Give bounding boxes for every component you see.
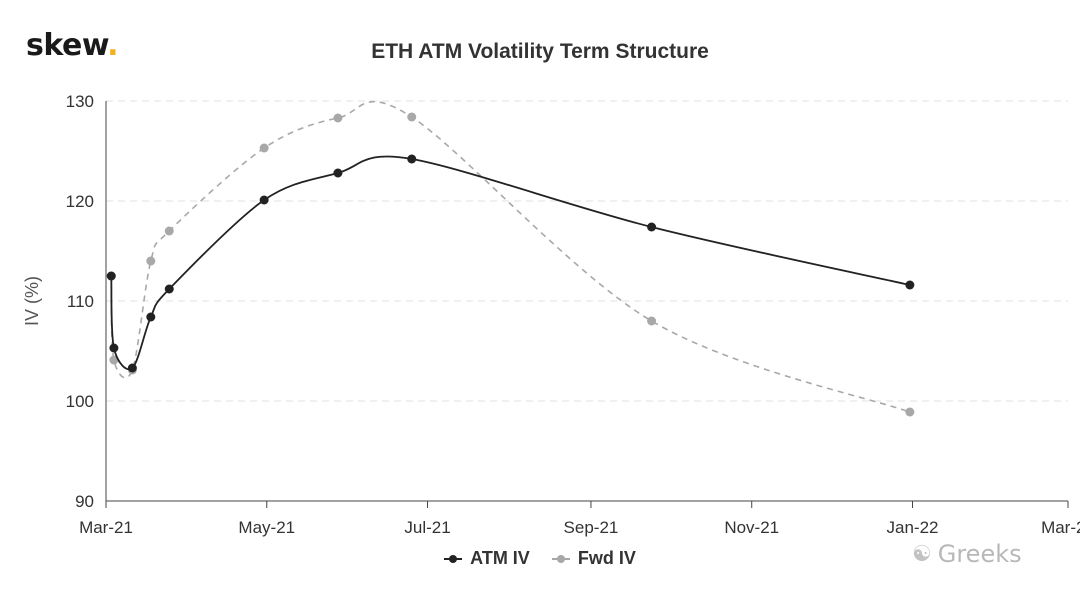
wechat-icon: ☯: [912, 541, 932, 567]
chart-legend: ATM IV Fwd IV: [0, 548, 1080, 569]
legend-swatch-atm-iv: [444, 554, 463, 564]
legend-label-atm-iv: ATM IV: [470, 548, 530, 568]
x-tick-label: Mar-22: [1041, 518, 1080, 537]
data-point-atm-iv: [333, 168, 343, 178]
logo-text: skew: [26, 28, 108, 63]
data-point-fwd-iv: [905, 407, 915, 417]
data-point-atm-iv: [647, 222, 657, 232]
data-point-atm-iv: [127, 363, 137, 373]
data-point-fwd-iv: [146, 256, 156, 266]
data-point-atm-iv: [164, 284, 174, 294]
x-tick-label: Sep-21: [564, 518, 619, 537]
watermark-text: Greeks: [937, 540, 1022, 568]
legend-label-fwd-iv: Fwd IV: [577, 548, 636, 568]
y-tick-label: 100: [66, 392, 94, 411]
data-point-atm-iv: [109, 343, 119, 353]
x-tick-label: Nov-21: [724, 518, 779, 537]
y-tick-label: 130: [66, 92, 94, 111]
y-tick-label: 90: [75, 492, 94, 511]
series-line-atm-iv: [110, 155, 911, 371]
data-point-atm-iv: [106, 271, 116, 281]
data-point-fwd-iv: [407, 112, 417, 122]
data-point-atm-iv: [259, 195, 269, 205]
x-tick-label: Mar-21: [79, 518, 133, 537]
legend-swatch-fwd-iv: [551, 554, 570, 564]
series-line-fwd-iv: [110, 100, 911, 413]
y-tick-label: 110: [67, 292, 94, 311]
data-point-fwd-iv: [333, 113, 343, 123]
x-tick-label: Jan-22: [887, 518, 939, 537]
skew-logo: skew.: [26, 28, 119, 63]
data-point-atm-iv: [146, 312, 156, 322]
x-tick-label: May-21: [238, 518, 295, 537]
data-point-fwd-iv: [259, 143, 269, 153]
legend-item-atm-iv[interactable]: ATM IV: [444, 548, 530, 569]
watermark: ☯ Greeks: [912, 540, 1022, 568]
data-point-fwd-iv: [647, 316, 657, 326]
chart-title: ETH ATM Volatility Term Structure: [371, 40, 709, 63]
logo-dot: .: [107, 28, 119, 63]
data-point-atm-iv: [905, 280, 915, 290]
legend-item-fwd-iv[interactable]: Fwd IV: [551, 548, 636, 569]
data-point-atm-iv: [407, 154, 417, 164]
y-axis-title: IV (%): [22, 276, 42, 326]
x-tick-label: Jul-21: [404, 518, 450, 537]
data-point-fwd-iv: [164, 226, 174, 236]
y-tick-label: 120: [66, 192, 94, 211]
data-point-fwd-iv: [109, 355, 119, 365]
